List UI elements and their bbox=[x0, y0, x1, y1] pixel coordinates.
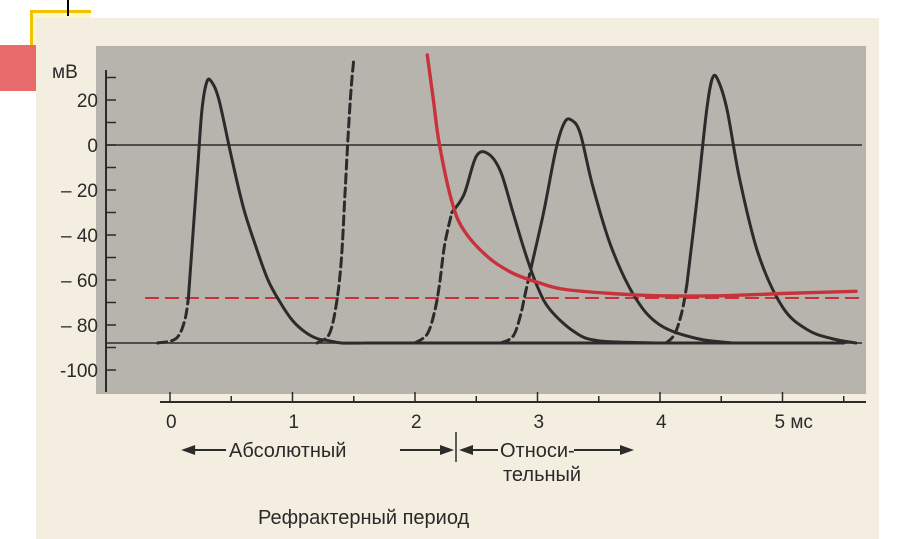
refractory-annotations: Абсолютный Относи-тельный bbox=[181, 432, 634, 486]
annotation-relative-label: Относи- bbox=[500, 440, 575, 462]
x-tick-label: 3 bbox=[534, 412, 545, 433]
arrow-head bbox=[440, 445, 454, 455]
y-ticks: 20 0 – 20 – 40 – 60 – 80 -100 bbox=[60, 76, 116, 382]
x-tick-label: 1 bbox=[289, 412, 300, 433]
y-axis: 20 0 – 20 – 40 – 60 – 80 -100 мВ bbox=[52, 62, 116, 392]
x-tick-label: 2 bbox=[411, 412, 422, 433]
action-potential-6 bbox=[529, 117, 735, 345]
depolarization-dashed-5 bbox=[499, 265, 533, 345]
arrow-head bbox=[620, 445, 634, 455]
x-tick-label: 0 bbox=[166, 412, 177, 433]
arrow-head bbox=[459, 445, 473, 455]
threshold-curve bbox=[425, 53, 858, 298]
action-potential-4 bbox=[450, 150, 662, 345]
y-tick-label: – 40 bbox=[61, 226, 98, 247]
depolarization-dashed-2 bbox=[315, 58, 356, 345]
x-ticks: 0 1 2 3 4 5 мс bbox=[166, 392, 845, 433]
chart-caption: Рефрактерный период bbox=[258, 507, 470, 529]
y-tick-label: – 80 bbox=[61, 316, 98, 337]
depolarization-dashed-3 bbox=[413, 211, 454, 345]
y-tick-label: -100 bbox=[60, 361, 98, 382]
action-potential-0 bbox=[186, 77, 846, 345]
y-tick-label: – 20 bbox=[61, 181, 98, 202]
y-unit-label: мВ bbox=[52, 62, 78, 83]
action-potential-8 bbox=[685, 73, 858, 345]
series-layer bbox=[156, 53, 858, 345]
decorative-line bbox=[67, 0, 69, 16]
plot-gray-background bbox=[96, 46, 866, 394]
annotation-relative-label-2: тельный bbox=[503, 464, 581, 486]
arrow-head bbox=[181, 445, 196, 455]
x-tick-label: 5 мс bbox=[775, 412, 813, 433]
depolarization-dashed-1 bbox=[156, 296, 190, 345]
y-tick-label: – 60 bbox=[61, 271, 98, 292]
x-axis: 0 1 2 3 4 5 мс bbox=[160, 392, 866, 433]
annotation-absolute-label: Абсолютный bbox=[229, 440, 346, 462]
y-tick-label: 0 bbox=[87, 136, 98, 157]
y-tick-label: 20 bbox=[77, 91, 98, 112]
x-tick-label: 4 bbox=[656, 412, 667, 433]
